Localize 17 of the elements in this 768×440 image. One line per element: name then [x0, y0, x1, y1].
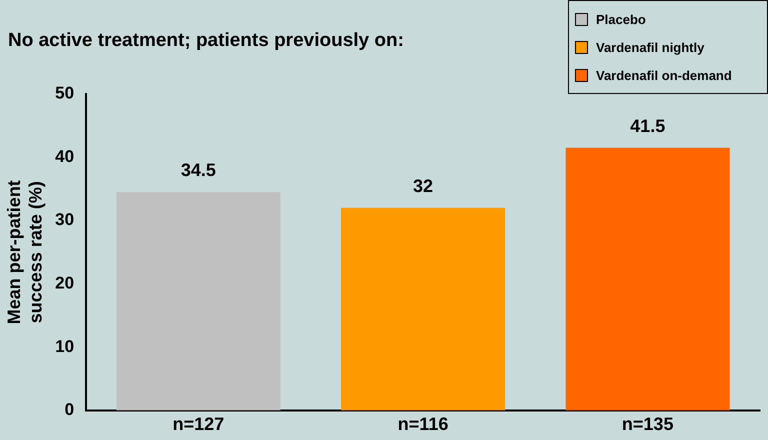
data-label: 32	[413, 176, 434, 196]
legend-label: Placebo	[596, 12, 646, 26]
data-label: 41.5	[630, 116, 666, 136]
y-tick-label: 10	[55, 336, 74, 356]
y-tick-label: 50	[55, 84, 74, 103]
data-label: 34.5	[180, 160, 216, 180]
y-tick-label: 30	[55, 210, 74, 230]
legend-label: Vardenafil on-demand	[596, 68, 732, 82]
x-tick-label: n=127	[172, 414, 224, 434]
y-axis-title: Mean per-patient success rate (%)	[4, 180, 46, 324]
x-tick-label: n=116	[398, 414, 448, 434]
y-tick-label: 20	[55, 274, 74, 293]
legend-label: Vardenafil nightly	[596, 40, 704, 54]
y-tick-label: 40	[55, 146, 74, 166]
chart-title: No active treatment; patients previously on:	[8, 30, 404, 52]
x-tick-label: n=135	[622, 414, 674, 434]
y-tick-label: 0	[64, 400, 74, 420]
